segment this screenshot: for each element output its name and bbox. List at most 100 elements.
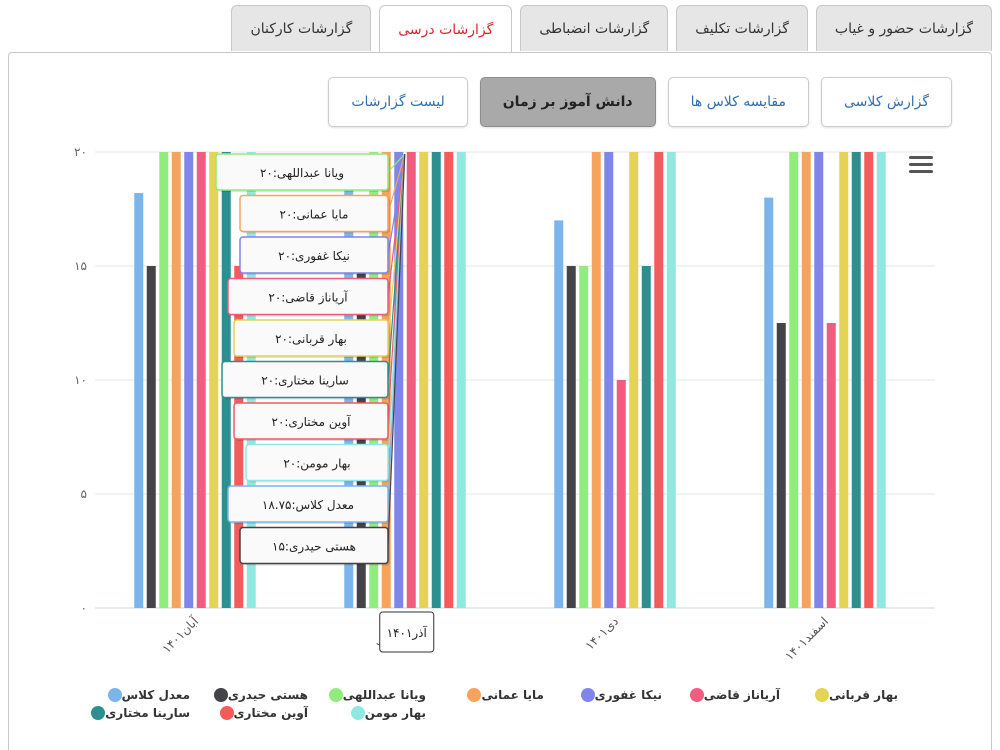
legend-item[interactable]: هستی حیدری <box>198 688 316 702</box>
bar <box>159 152 169 608</box>
bar <box>604 152 614 608</box>
tooltip-box <box>233 319 389 357</box>
bar <box>814 152 824 608</box>
tooltip-connector <box>387 153 406 256</box>
legend-marker <box>815 688 829 702</box>
legend-label: بهار مومن <box>364 706 426 720</box>
legend-item[interactable]: آریاناز قاضی <box>670 688 788 702</box>
legend-item[interactable]: بهار قربانی <box>788 688 906 702</box>
bar <box>444 152 454 608</box>
bar <box>789 152 799 608</box>
tooltip-entry: معدل کلاس:۱۸.۷۵ <box>262 498 354 513</box>
subtab-report-list[interactable]: لیست گزارشات <box>328 77 468 127</box>
x-tick-label: آبان۱۴۰۱ <box>159 613 202 656</box>
chart-menu-icon[interactable] <box>909 156 933 176</box>
tooltip-entry: آوین مختاری:۲۰ <box>272 414 352 430</box>
bar <box>801 152 811 608</box>
bar <box>776 323 786 608</box>
bar <box>146 266 156 608</box>
y-tick-label: ۲۰ <box>74 145 87 159</box>
legend-marker <box>328 688 343 702</box>
subtab-student-over-time[interactable]: دانش آموز بر زمان <box>479 77 656 127</box>
tooltip-entry: سارینا مختاری:۲۰ <box>261 374 349 389</box>
y-tick-label: ۰ <box>81 601 87 615</box>
tooltip-box <box>239 526 389 565</box>
legend-item[interactable]: معدل کلاس <box>80 688 198 702</box>
tab-homework-reports[interactable]: گزارشات تکلیف <box>676 5 808 51</box>
legend-label: سارینا مختاری <box>105 706 190 720</box>
bar <box>184 152 194 608</box>
tooltip-connector <box>387 153 406 214</box>
bar <box>616 380 626 608</box>
bar <box>431 152 441 608</box>
y-tick-label: ۵ <box>81 487 87 501</box>
bar <box>394 152 404 608</box>
bar <box>851 152 861 608</box>
legend-marker <box>689 688 704 702</box>
report-tabs: گزارشات کارکنان گزارشات درسی گزارشات انض… <box>231 5 992 53</box>
legend-item[interactable]: سارینا مختاری <box>80 706 198 720</box>
tooltip-entry: مایا عمانی:۲۰ <box>280 208 349 222</box>
bar <box>566 266 576 608</box>
bar <box>629 152 639 608</box>
bar <box>579 266 589 608</box>
tooltip-entry: هستی حیدری:۱۵ <box>272 540 356 555</box>
legend-marker <box>213 688 228 702</box>
bar <box>419 152 429 608</box>
tab-staff-reports[interactable]: گزارشات کارکنان <box>231 5 372 51</box>
bar <box>864 152 874 608</box>
tooltip-entry: آریاناز قاضی:۲۰ <box>268 290 348 306</box>
legend-label: ویانا عبداللهی <box>342 688 426 702</box>
legend-label: بهار قربانی <box>829 688 898 702</box>
tooltip-entry: بهار مومن:۲۰ <box>283 457 350 472</box>
legend-marker <box>350 706 365 720</box>
x-tick-label: اسفند۱۴۰۱ <box>782 614 831 663</box>
grades-bar-chart: ۰۵۱۰۱۵۲۰آبان۱۴۰۱آذر۱۴۰۱دی۱۴۰۱اسفند۱۴۰۱وی… <box>74 145 935 663</box>
legend-marker <box>219 706 234 720</box>
tooltip-connector <box>387 153 406 297</box>
tooltip-box <box>227 277 389 316</box>
legend-label: آریاناز قاضی <box>703 688 780 702</box>
legend-label: نیکا غفوری <box>594 688 662 702</box>
bar <box>839 152 849 608</box>
tooltip-box <box>239 194 389 233</box>
tab-discipline-reports[interactable]: گزارشات انضباطی <box>520 5 669 51</box>
legend-label: هستی حیدری <box>227 688 308 702</box>
legend-label: آوین مختاری <box>233 706 308 720</box>
bar <box>554 220 564 608</box>
legend-label: معدل کلاس <box>121 688 190 702</box>
tooltip-category-box <box>379 611 435 653</box>
tooltip-box <box>227 485 389 523</box>
bar <box>666 152 676 608</box>
tooltip-box <box>245 443 389 482</box>
legend-item[interactable]: نیکا غفوری <box>552 688 670 702</box>
bar <box>876 152 886 608</box>
tooltip-entry: نیکا غفوری:۲۰ <box>278 249 350 264</box>
legend-item[interactable]: ویانا عبداللهی <box>316 688 434 702</box>
bar <box>134 193 144 609</box>
legend-marker <box>467 688 482 702</box>
bar <box>654 152 664 608</box>
subtab-compare-classes[interactable]: مقایسه کلاس ها <box>667 77 809 127</box>
tooltip-box <box>215 153 389 191</box>
chart-legend: معدل کلاس هستی حیدری ویانا عبداللهی مایا عم… <box>80 688 920 724</box>
tooltip-box <box>233 402 389 440</box>
bar <box>196 152 206 608</box>
legend-item[interactable]: آوین مختاری <box>198 706 316 720</box>
legend-item[interactable]: بهار مومن <box>316 706 434 720</box>
legend-marker <box>91 706 106 720</box>
bar <box>406 152 416 608</box>
legend-item[interactable]: مایا عمانی <box>434 688 552 702</box>
tooltip-connector <box>387 153 406 173</box>
tooltip-box <box>221 360 389 399</box>
tab-attendance-reports[interactable]: گزارشات حضور و غیاب <box>815 5 992 51</box>
tab-academic-reports[interactable]: گزارشات درسی <box>379 5 513 53</box>
x-tick-label: دی۱۴۰۱ <box>583 614 622 653</box>
legend-label: مایا عمانی <box>481 688 544 702</box>
tooltip-entry: بهار قربانی:۲۰ <box>275 332 347 347</box>
legend-marker <box>107 688 122 702</box>
bar <box>591 152 601 608</box>
subtab-class-report[interactable]: گزارش کلاسی <box>821 77 952 127</box>
bar <box>209 152 219 608</box>
bar <box>764 197 774 608</box>
